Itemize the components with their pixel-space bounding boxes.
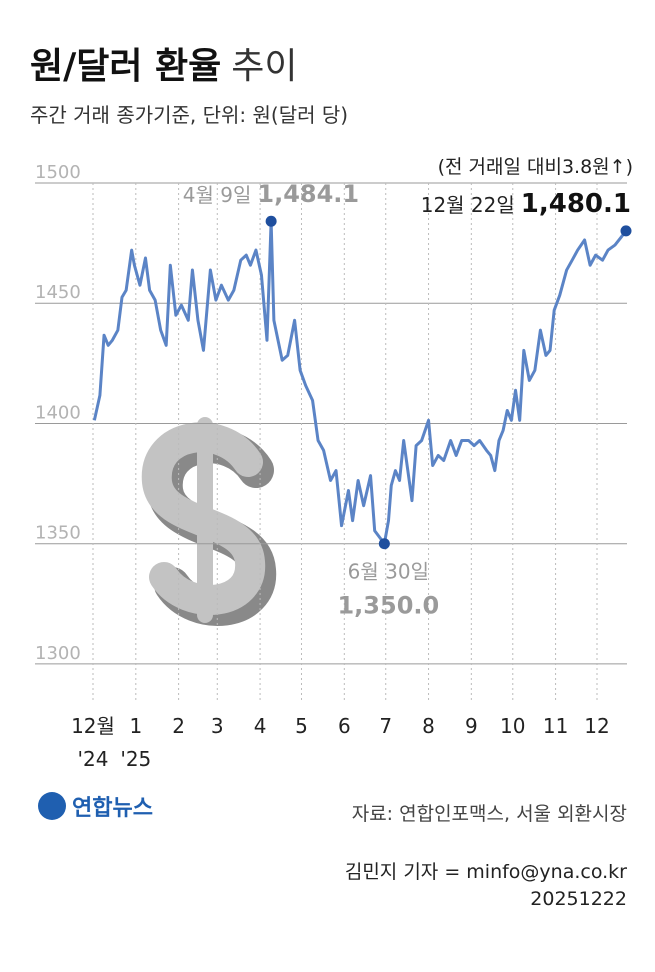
annotation: 12월 22일 1,480.1 xyxy=(421,189,631,219)
annotation-value: 1,350.0 xyxy=(337,592,439,620)
title-suffix: 추이 xyxy=(231,46,297,87)
credit: 김민지 기자 = minfo@yna.co.kr xyxy=(345,861,627,883)
y-tick-label: 1500 xyxy=(35,162,81,183)
x-tick-label: 4 xyxy=(254,714,267,738)
title: 원/달러 환율 추이 xyxy=(30,46,298,87)
annotation-date: 12월 22일 xyxy=(421,193,515,217)
annotation-marker xyxy=(265,215,277,227)
date: 20251222 xyxy=(530,888,627,910)
title-main: 원/달러 환율 xyxy=(30,46,221,87)
x-tick-label: 8 xyxy=(422,714,435,738)
annotation: 4월 9일 1,484.1 xyxy=(183,180,359,208)
dollar-icon xyxy=(141,417,277,626)
x-tick-label: 1 xyxy=(129,714,142,738)
subtitle: 주간 거래 종가기준, 단위: 원(달러 당) xyxy=(30,103,348,127)
x-tick-label: 9 xyxy=(465,714,478,738)
y-tick-label: 1450 xyxy=(35,282,81,303)
logo-icon xyxy=(38,792,66,820)
x-year-label: '25 xyxy=(120,747,151,771)
x-tick-label: 12 xyxy=(584,714,609,738)
y-tick-label: 1350 xyxy=(35,523,81,544)
source: 자료: 연합인포맥스, 서울 외환시장 xyxy=(352,803,627,825)
y-tick-label: 1400 xyxy=(35,402,81,423)
x-tick-label: 10 xyxy=(500,714,525,738)
x-year-label: '24 xyxy=(78,747,109,771)
x-tick-label: 2 xyxy=(172,714,185,738)
annotation-marker xyxy=(620,225,632,237)
x-tick-label: 6 xyxy=(338,714,351,738)
annotation-date: 6월 30일 xyxy=(348,560,429,584)
annotation-date: 4월 9일 xyxy=(183,183,252,207)
series-line xyxy=(92,219,628,546)
annotation-note: (전 거래일 대비3.8원↑) xyxy=(438,156,633,178)
x-tick-label: 12월 xyxy=(71,714,115,738)
logo: 연합뉴스 xyxy=(72,795,153,821)
x-tick-label: 11 xyxy=(543,714,568,738)
x-tick-label: 5 xyxy=(295,714,308,738)
annotation-value: 1,480.1 xyxy=(521,189,631,219)
x-tick-label: 3 xyxy=(211,714,224,738)
y-tick-label: 1300 xyxy=(35,643,81,664)
annotation-marker xyxy=(378,538,390,550)
annotation-value: 1,484.1 xyxy=(257,180,359,208)
x-tick-label: 7 xyxy=(379,714,392,738)
